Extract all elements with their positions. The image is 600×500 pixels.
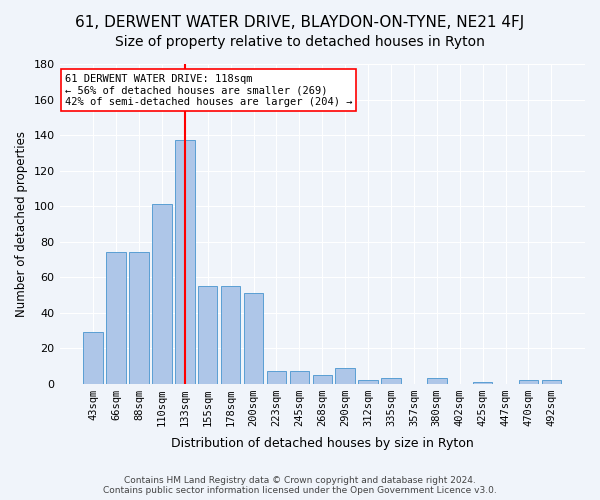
Bar <box>198 286 217 384</box>
Text: Size of property relative to detached houses in Ryton: Size of property relative to detached ho… <box>115 35 485 49</box>
Bar <box>519 380 538 384</box>
Text: 61, DERWENT WATER DRIVE, BLAYDON-ON-TYNE, NE21 4FJ: 61, DERWENT WATER DRIVE, BLAYDON-ON-TYNE… <box>76 15 524 30</box>
X-axis label: Distribution of detached houses by size in Ryton: Distribution of detached houses by size … <box>171 437 473 450</box>
Y-axis label: Number of detached properties: Number of detached properties <box>15 131 28 317</box>
Bar <box>175 140 194 384</box>
Bar <box>221 286 241 384</box>
Bar <box>83 332 103 384</box>
Bar <box>381 378 401 384</box>
Bar <box>290 371 309 384</box>
Bar <box>244 293 263 384</box>
Bar <box>152 204 172 384</box>
Bar <box>313 374 332 384</box>
Text: Contains HM Land Registry data © Crown copyright and database right 2024.
Contai: Contains HM Land Registry data © Crown c… <box>103 476 497 495</box>
Bar <box>106 252 126 384</box>
Bar <box>473 382 493 384</box>
Bar <box>542 380 561 384</box>
Bar <box>335 368 355 384</box>
Bar <box>129 252 149 384</box>
Bar <box>267 371 286 384</box>
Bar <box>358 380 378 384</box>
Bar <box>427 378 446 384</box>
Text: 61 DERWENT WATER DRIVE: 118sqm
← 56% of detached houses are smaller (269)
42% of: 61 DERWENT WATER DRIVE: 118sqm ← 56% of … <box>65 74 352 107</box>
